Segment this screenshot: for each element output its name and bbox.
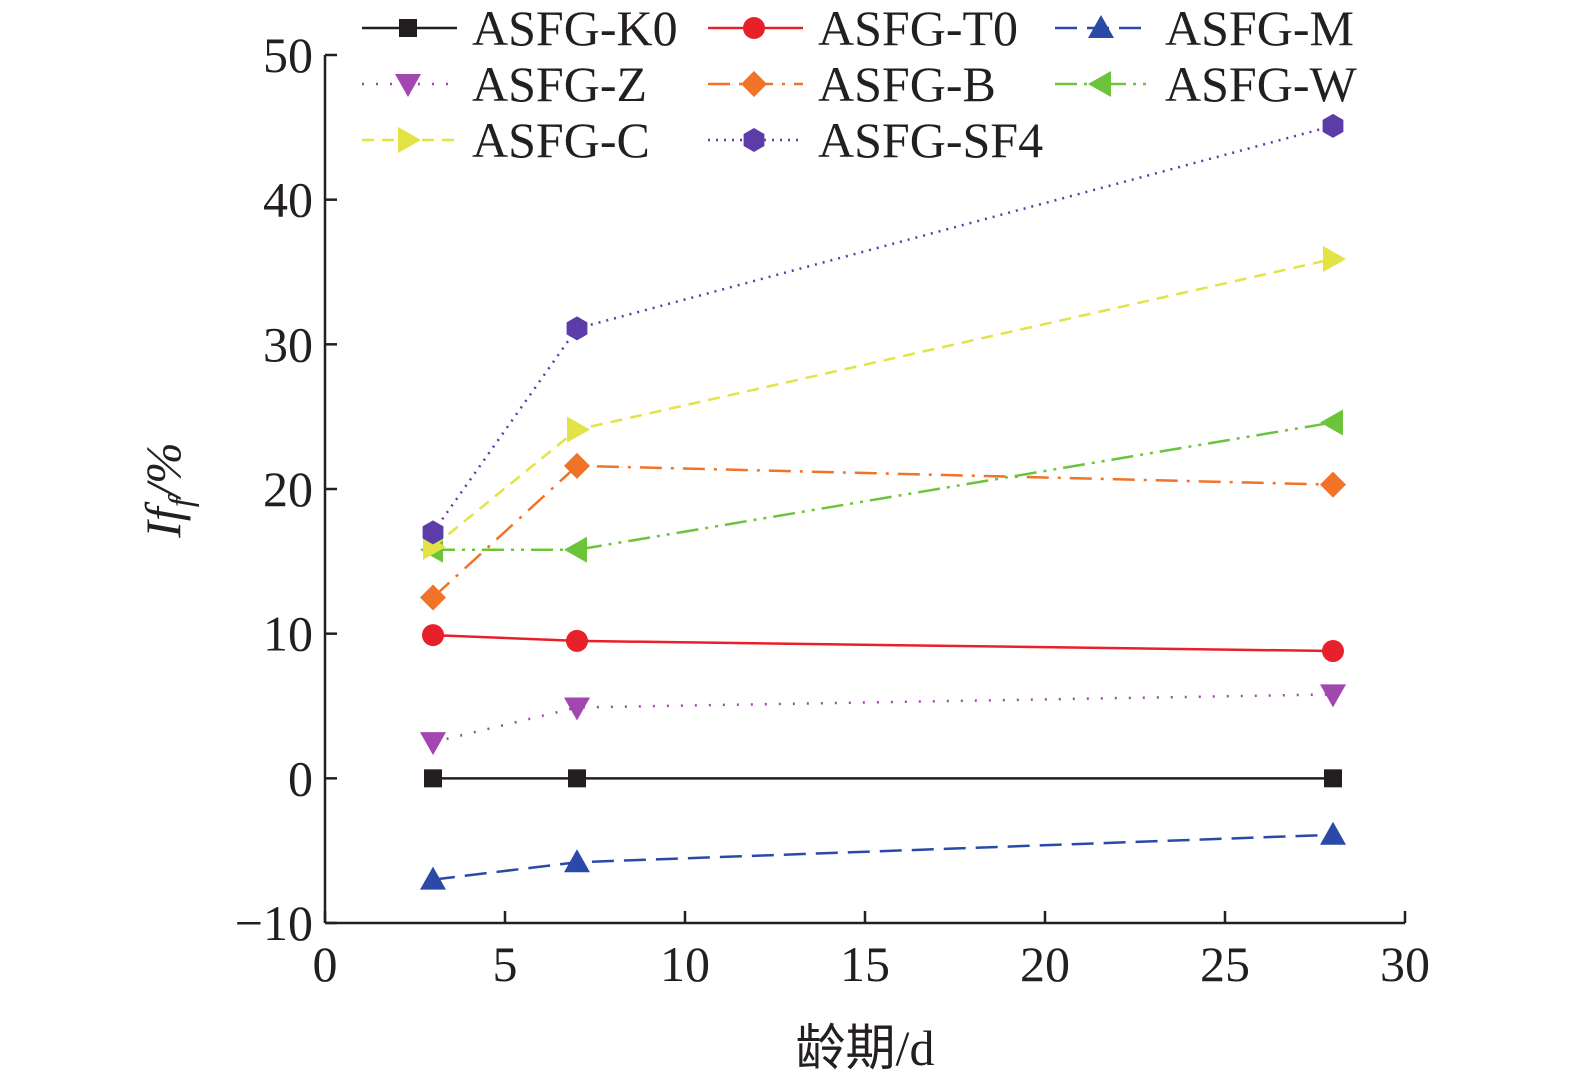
legend-item-asfg-c: ASFG-C [362,112,650,168]
x-tick-label: 30 [1380,936,1430,992]
legend-label-asfg-k0: ASFG-K0 [472,0,678,56]
data-point-asfg-z [420,732,446,756]
y-axis-title-main: If [135,501,191,539]
legend-item-asfg-b: ASFG-B [708,56,996,112]
legend-marker-asfg-t0 [743,17,765,39]
y-tick-label: 10 [263,606,313,662]
data-point-asfg-t0 [566,629,588,652]
legend-marker-asfg-k0 [399,19,417,37]
legend-label-asfg-c: ASFG-C [472,112,650,168]
legend-item-asfg-k0: ASFG-K0 [362,0,678,56]
data-point-asfg-m [564,849,590,873]
series-asfg-k0 [424,769,1342,788]
legend-marker-asfg-c [398,127,421,153]
series-line-asfg-b [432,464,1334,599]
x-tick-label: 10 [660,936,710,992]
legend-item-asfg-z: ASFG-Z [362,56,647,112]
y-axis-title: Iff/% [135,442,200,539]
legend-item-asfg-t0: ASFG-T0 [708,0,1018,56]
data-point-asfg-w [564,536,587,563]
series-line-asfg-m [432,833,1334,881]
series-asfg-b [420,452,1346,611]
series-layer [420,113,1346,890]
y-tick-label: −10 [235,895,313,951]
data-point-asfg-z [564,697,590,721]
series-asfg-w [420,409,1343,563]
legend-marker-asfg-z [395,74,421,97]
legend-item-asfg-m: ASFG-M [1055,0,1354,56]
x-tick-label: 5 [493,936,518,992]
data-point-asfg-t0 [1322,640,1344,663]
y-tick-label: 30 [263,316,313,372]
legend-marker-asfg-w [1088,71,1111,97]
series-asfg-m [420,821,1346,890]
legend-item-asfg-sf4: ASFG-SF4 [708,112,1043,168]
data-point-asfg-m [420,866,446,890]
series-asfg-t0 [422,624,1344,663]
legend-label-asfg-m: ASFG-M [1165,0,1354,56]
series-asfg-c [423,245,1346,560]
data-point-asfg-c [567,416,590,443]
data-point-asfg-m [1320,821,1346,845]
data-point-asfg-b [1320,471,1346,498]
legend-item-asfg-w: ASFG-W [1055,56,1357,112]
legend-marker-asfg-sf4 [743,128,765,152]
legend-label-asfg-w: ASFG-W [1165,56,1357,112]
data-point-asfg-t0 [422,624,444,647]
y-axis-title-unit: /% [135,442,191,501]
data-point-asfg-z [1320,684,1346,708]
data-point-asfg-sf4 [1322,113,1344,138]
legend-marker-asfg-b [741,71,767,97]
y-tick-label: 20 [263,461,313,517]
y-tick-label: 0 [288,750,313,806]
y-tick-label: 50 [263,27,313,83]
data-point-asfg-k0 [1324,769,1342,788]
legend-marker-asfg-m [1088,15,1114,38]
data-point-asfg-k0 [568,769,586,788]
data-point-asfg-k0 [424,769,442,788]
legend-label-asfg-sf4: ASFG-SF4 [818,112,1043,168]
legend-label-asfg-t0: ASFG-T0 [818,0,1018,56]
data-point-asfg-b [420,584,446,611]
data-point-asfg-w [1320,409,1343,436]
y-tick-label: 40 [263,172,313,228]
data-point-asfg-sf4 [422,520,444,545]
x-tick-label: 20 [1020,936,1070,992]
x-axis-title: 龄期/d [796,1020,935,1076]
x-tick-label: 0 [313,936,338,992]
legend-label-asfg-b: ASFG-B [818,56,996,112]
x-tick-label: 25 [1200,936,1250,992]
series-asfg-sf4 [422,113,1344,545]
series-asfg-z [420,684,1346,756]
series-line-asfg-w [433,421,1334,552]
series-line-asfg-c [432,257,1334,548]
legend-label-asfg-z: ASFG-Z [472,56,647,112]
data-point-asfg-b [564,452,590,479]
data-point-asfg-c [1323,245,1346,272]
data-point-asfg-sf4 [566,316,588,341]
x-tick-label: 15 [840,936,890,992]
legend: ASFG-K0 ASFG-T0 ASFG-M ASFG-Z ASFG-B ASFG-W AS… [362,0,1357,168]
